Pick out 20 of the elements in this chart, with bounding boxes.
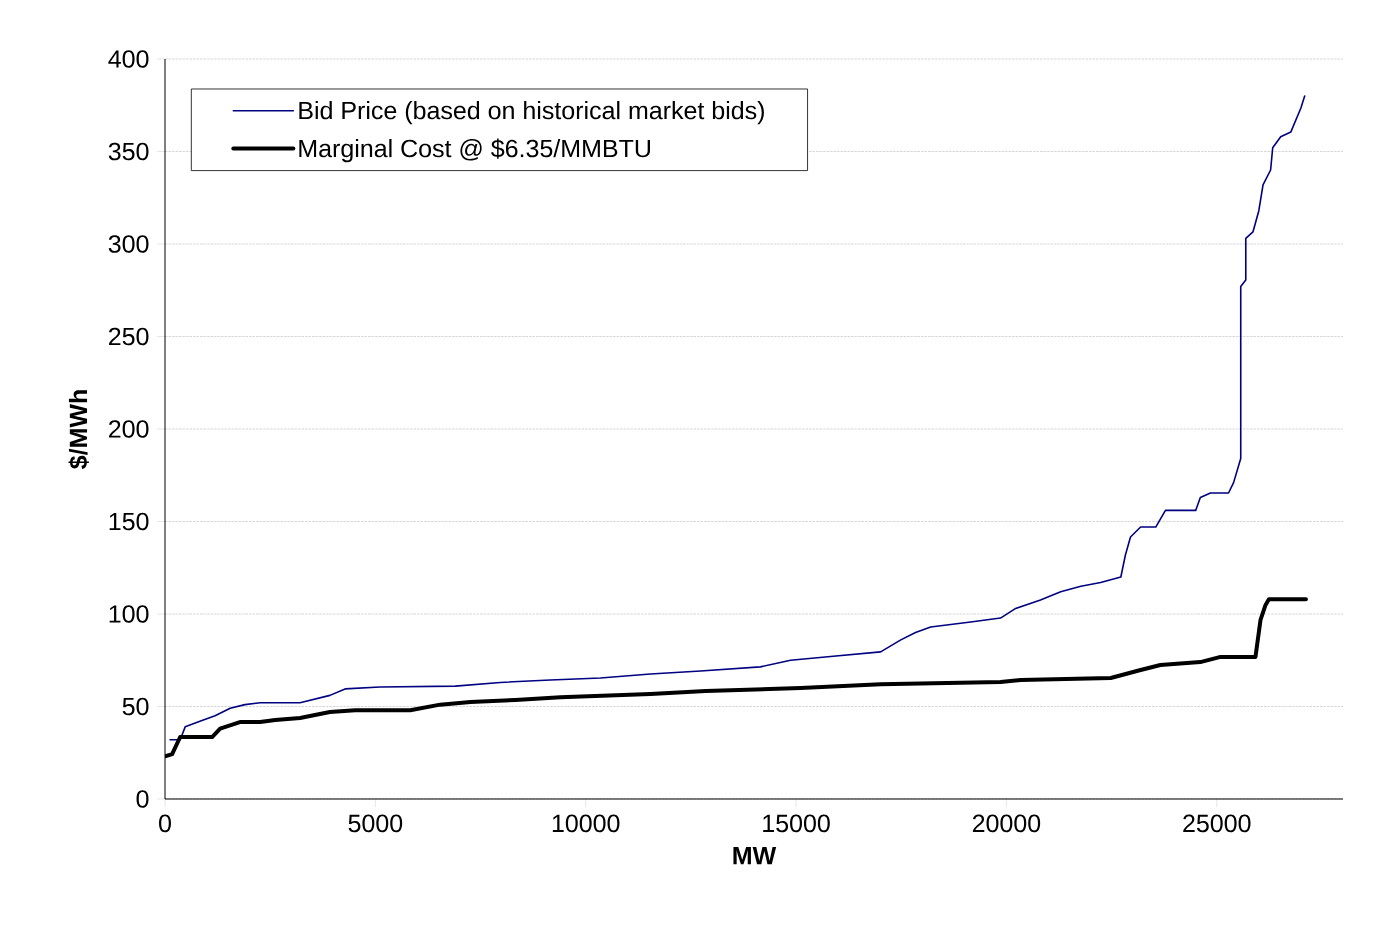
y-tick-label: 350 [108,142,149,161]
y-tick-label: 150 [109,512,149,531]
y-axis-title: $/MWh [68,390,89,469]
y-tick-label: 0 [136,790,149,808]
y-tick-label: 300 [108,235,149,253]
x-tick-label: 25000 [1183,814,1251,833]
x-tick-label: 0 [159,814,171,833]
line-series [169,95,1306,741]
legend-label: Marginal Cost @ $6.35/MMBTU [299,138,650,163]
y-tick-label: 250 [109,327,149,346]
y-tick-label: 50 [122,697,149,716]
x-tick-label: 10000 [552,814,620,833]
x-tick-label: 20000 [972,814,1041,833]
y-tick-label: 400 [108,50,149,68]
x-tick-label: 5000 [348,814,403,833]
y-tick-label: 100 [109,605,149,623]
y-tick-label: 200 [109,420,149,438]
legend-label: Bid Price (based on historical market bids) [299,100,764,125]
x-axis-title: MW [733,847,777,865]
x-tick-label: 15000 [763,814,830,833]
